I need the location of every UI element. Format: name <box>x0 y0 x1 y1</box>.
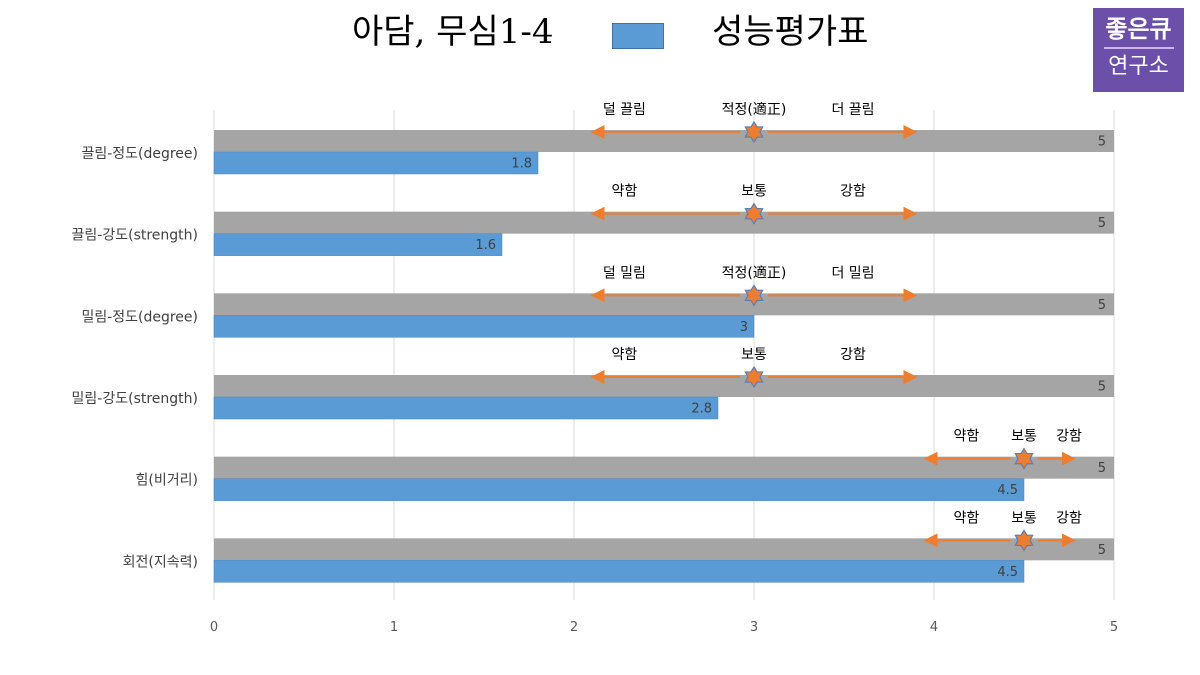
max-bar-label: 5 <box>1098 135 1106 150</box>
value-bar <box>213 315 755 338</box>
star-marker <box>744 120 764 144</box>
star-marker <box>1014 529 1034 552</box>
annotation-center-label: 적정(適正) <box>722 101 787 118</box>
value-bar-label: 4.5 <box>997 565 1018 580</box>
chart-title: 아담, 무심1-4 <box>352 12 554 52</box>
value-bar-label: 3 <box>740 320 748 335</box>
value-bar-label: 1.8 <box>511 157 532 172</box>
max-bar <box>214 211 1114 234</box>
annotation-left-label: 약함 <box>954 510 980 526</box>
annotation-left-label: 덜 밀림 <box>603 265 646 281</box>
chart-header: 아담, 무심1-4 성능평가표 <box>0 8 1080 60</box>
x-tick-label: 4 <box>930 620 938 635</box>
star-marker <box>1014 447 1034 470</box>
logo-line2: 연구소 <box>1108 54 1169 79</box>
max-bar-label: 5 <box>1098 216 1106 231</box>
value-bar-label: 4.5 <box>997 483 1018 498</box>
category-label: 끌림-강도(strength) <box>72 228 198 244</box>
brand-logo: 좋은큐 연구소 <box>1093 8 1184 92</box>
max-bar-label: 5 <box>1098 461 1106 476</box>
category-label: 끌림-정도(degree) <box>81 146 198 162</box>
annotation-left-label: 약함 <box>612 347 638 363</box>
annotation-right-label: 강함 <box>1056 429 1082 445</box>
max-bar-label: 5 <box>1098 298 1106 313</box>
annotation-left-label: 덜 끌림 <box>603 102 646 118</box>
x-tick-label: 5 <box>1110 620 1118 635</box>
annotation-left-label: 약함 <box>612 184 638 200</box>
annotation-right-label: 더 밀림 <box>831 265 874 281</box>
annotation-center-label: 보통 <box>1011 429 1037 445</box>
annotation-right-label: 강함 <box>840 184 866 200</box>
category-label: 밀림-강도(strength) <box>72 391 198 407</box>
star-marker <box>744 365 764 389</box>
value-bar <box>213 233 503 256</box>
category-label: 회전(지속력) <box>123 554 198 570</box>
annotation-right-label: 강함 <box>1056 510 1082 526</box>
value-bar <box>213 560 1025 583</box>
max-bar <box>214 130 1114 152</box>
annotation-left-label: 약함 <box>954 429 980 445</box>
max-bar-label: 5 <box>1098 543 1106 558</box>
star-marker <box>744 284 764 307</box>
x-tick-label: 3 <box>750 620 758 635</box>
max-bar <box>214 293 1114 316</box>
annotation-right-label: 강함 <box>840 347 866 363</box>
category-label: 힘(비거리) <box>136 473 198 489</box>
legend-label: 성능평가표 <box>712 12 869 52</box>
value-bar <box>213 151 539 175</box>
category-label: 밀림-정도(degree) <box>81 309 198 325</box>
x-tick-label: 0 <box>210 620 218 635</box>
value-bar <box>213 396 719 420</box>
value-bar-label: 2.8 <box>691 402 712 417</box>
annotation-right-label: 더 끌림 <box>831 102 874 118</box>
value-bar-label: 1.6 <box>475 238 496 253</box>
star-marker <box>744 202 764 225</box>
x-tick-label: 1 <box>390 620 398 635</box>
value-bar <box>213 478 1025 501</box>
max-bar <box>214 375 1114 397</box>
annotation-center-label: 적정(適正) <box>722 264 787 281</box>
logo-divider <box>1103 47 1174 49</box>
max-bar <box>214 456 1114 479</box>
annotation-center-label: 보통 <box>1011 510 1037 526</box>
x-tick-label: 2 <box>570 620 578 635</box>
logo-line1: 좋은큐 <box>1105 15 1172 43</box>
annotation-center-label: 보통 <box>741 347 767 363</box>
annotation-center-label: 보통 <box>741 184 767 200</box>
max-bar <box>214 538 1114 561</box>
max-bar-label: 5 <box>1098 380 1106 395</box>
legend-swatch <box>612 23 664 49</box>
